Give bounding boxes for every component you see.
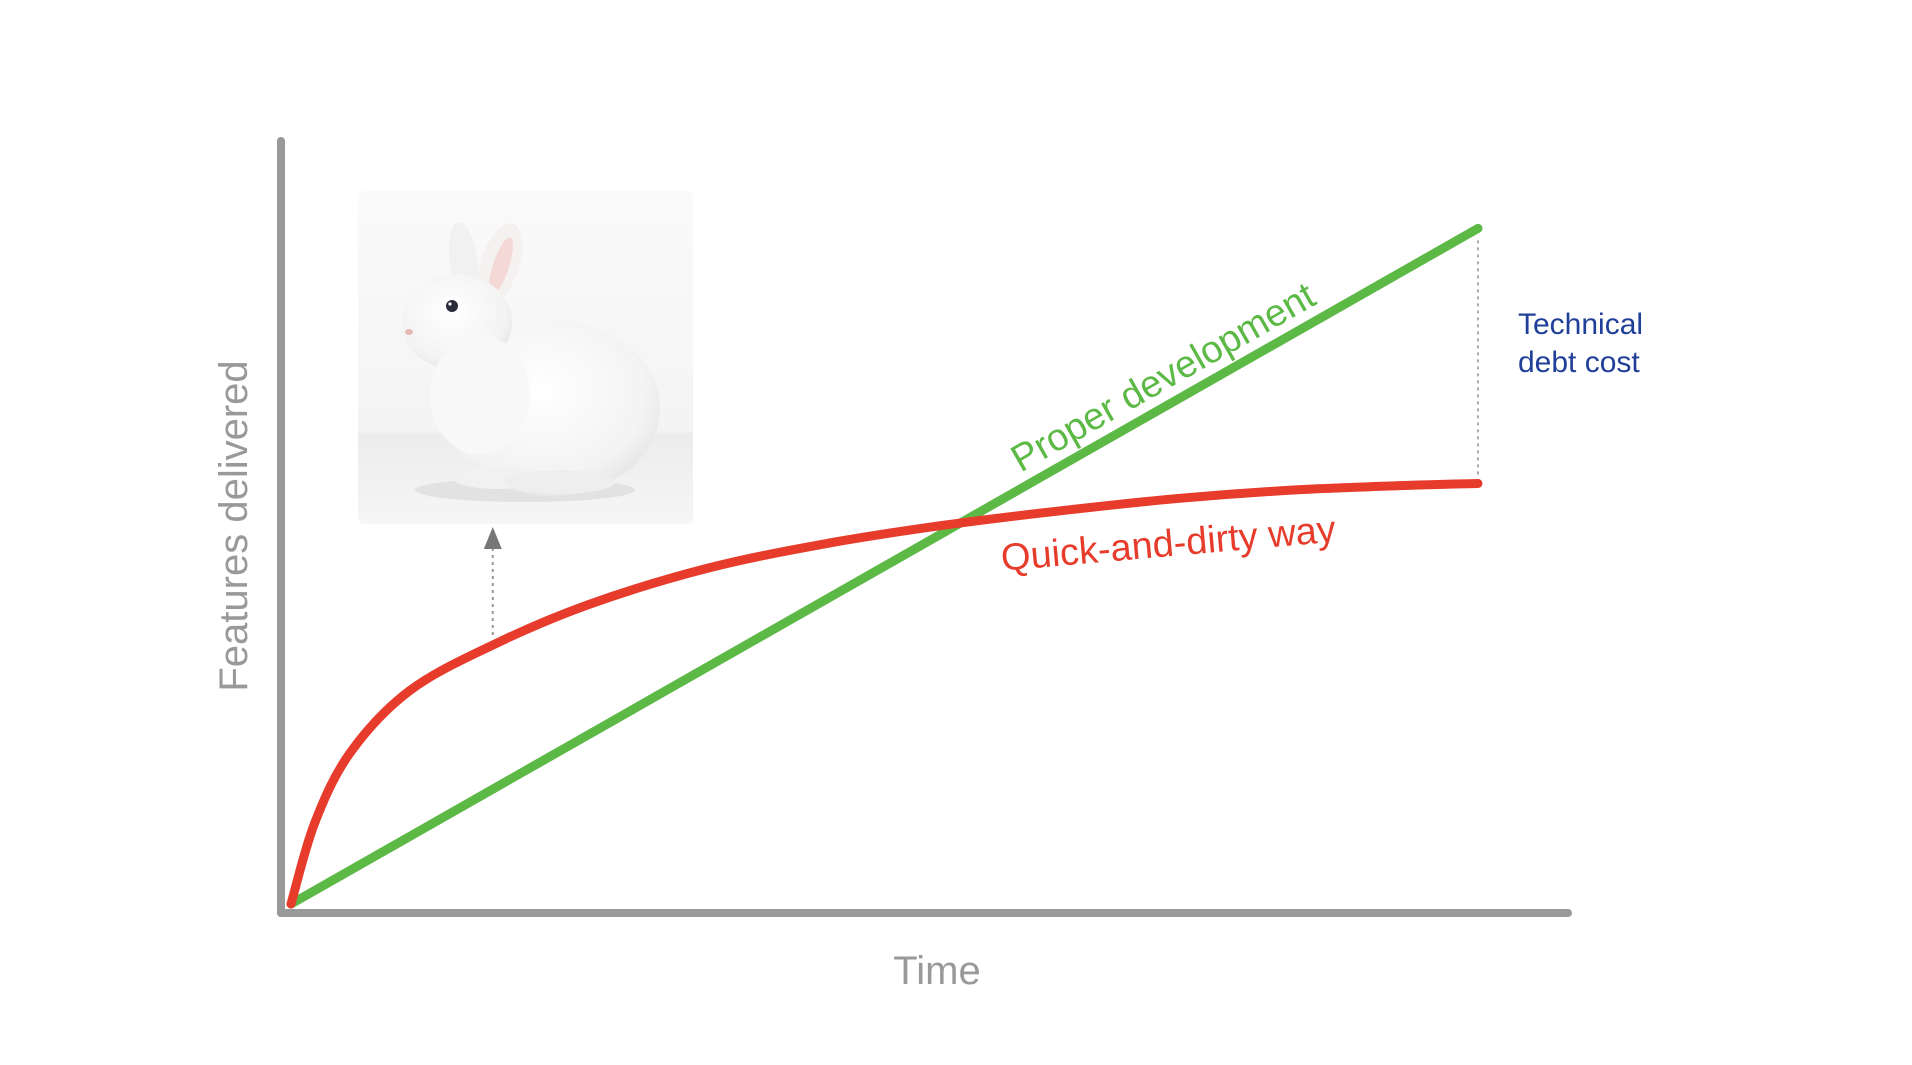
series-label-proper-development: Proper development [1004, 275, 1323, 481]
technical-debt-label: Technical debt cost [1518, 308, 1651, 379]
technical-debt-line-2: debt cost [1518, 346, 1640, 379]
rabbit-image [358, 191, 693, 524]
x-axis-label: Time [893, 949, 980, 993]
y-axis-label: Features delivered [212, 360, 256, 691]
technical-debt-line-1: Technical [1518, 308, 1643, 341]
series-line-proper-development [286, 223, 1483, 909]
rabbit-arrow-head [483, 527, 502, 549]
series-line-quick-and-dirty [286, 478, 1483, 909]
series-label-quick-and-dirty: Quick-and-dirty way [999, 509, 1337, 580]
